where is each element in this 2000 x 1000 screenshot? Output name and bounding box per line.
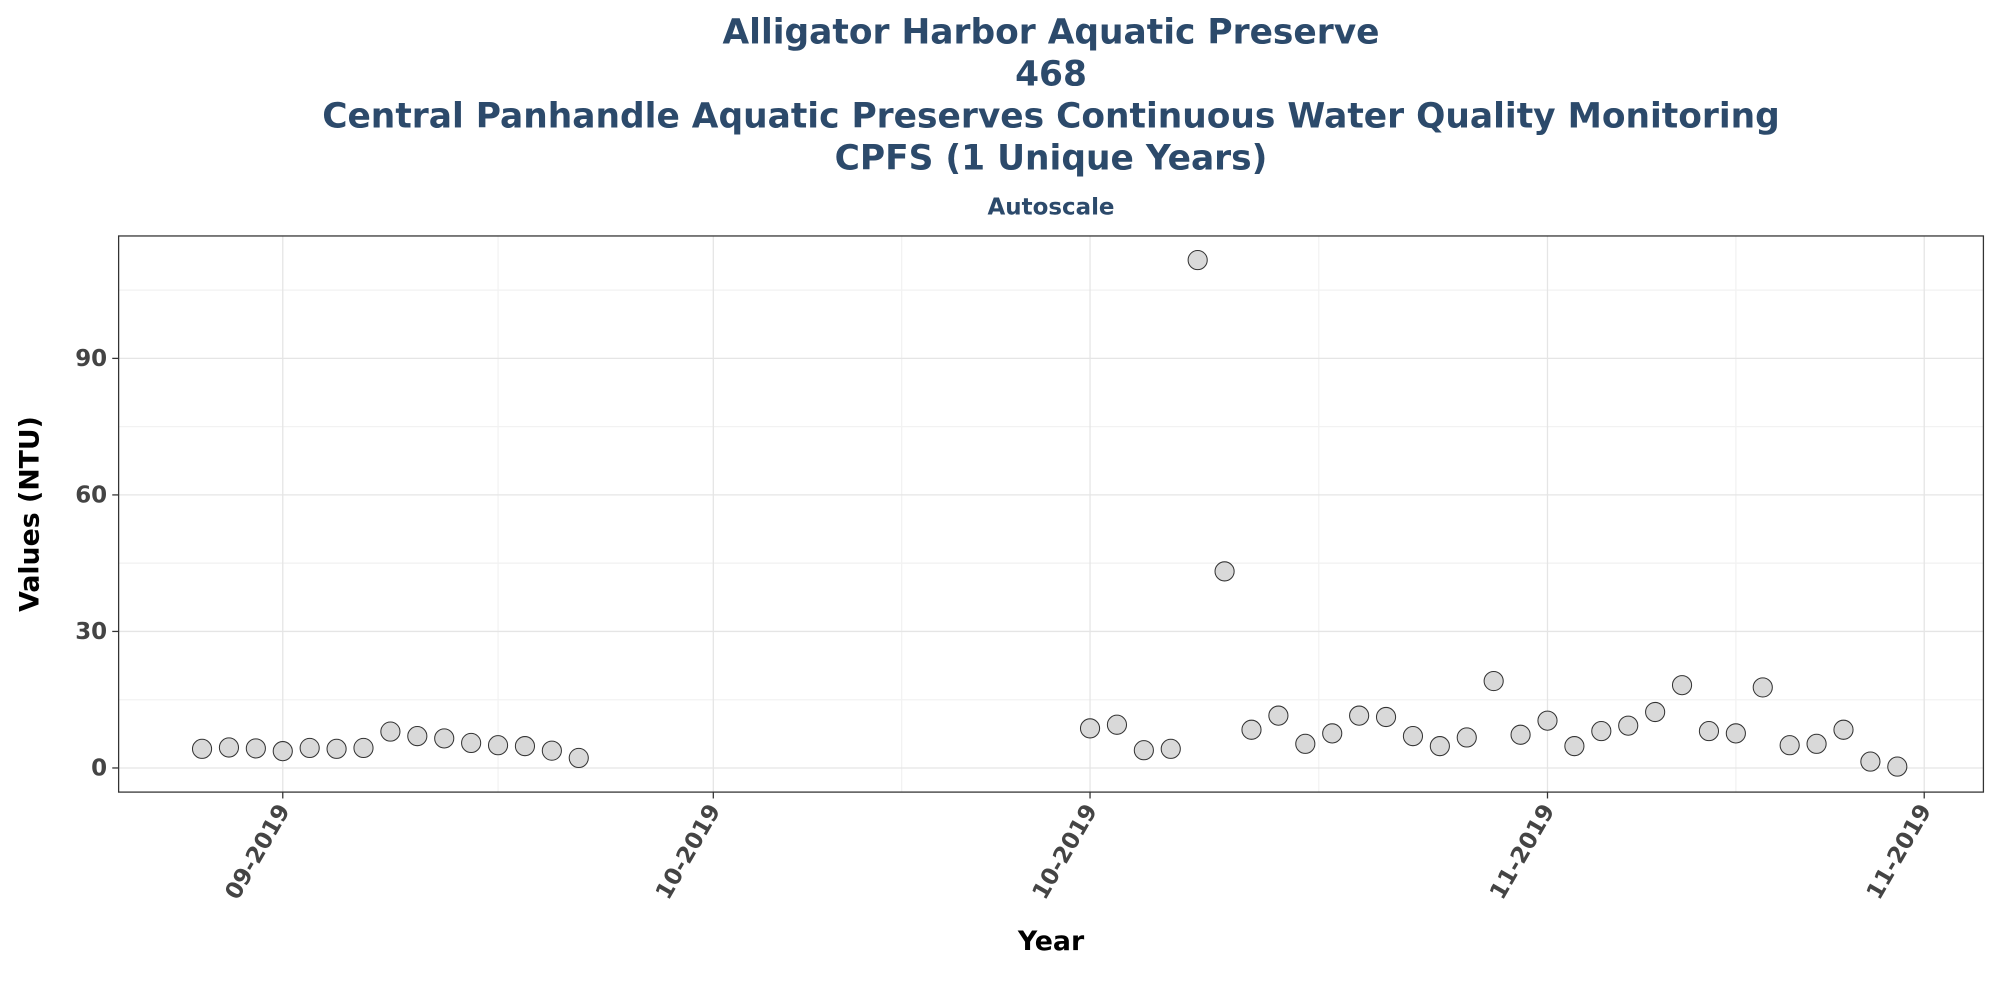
data-point: [1402, 726, 1424, 747]
data-point: [1214, 561, 1235, 582]
data-point: [1779, 735, 1800, 756]
data-point: [245, 738, 266, 759]
data-point: [1295, 733, 1316, 754]
x-axis-title: Year: [1017, 926, 1085, 957]
data-point: [1268, 705, 1289, 726]
data-point: [1752, 677, 1773, 698]
chart-title: 468: [1015, 54, 1087, 94]
data-point: [434, 728, 455, 749]
data-point: [1698, 721, 1720, 742]
data-point: [514, 736, 536, 757]
data-point: [1133, 740, 1154, 761]
y-tick-label: 90: [75, 346, 107, 372]
data-point: [407, 726, 428, 747]
data-point: [1375, 706, 1397, 728]
data-point: [272, 741, 293, 762]
y-tick-label: 30: [75, 619, 107, 645]
data-point: [568, 747, 589, 769]
data-point: [1349, 705, 1370, 726]
y-tick-label: 0: [91, 756, 107, 782]
y-axis-title: Values (NTU): [14, 416, 45, 612]
data-point: [326, 738, 347, 759]
plot-border: [117, 235, 1985, 793]
data-point: [1429, 736, 1450, 757]
data-point: [1806, 733, 1827, 754]
chart-title: Central Panhandle Aquatic Preserves Cont…: [322, 97, 1780, 137]
data-point: [1671, 675, 1693, 696]
data-point: [1241, 719, 1262, 740]
data-point: [541, 740, 562, 761]
data-point: [1860, 751, 1881, 772]
data-point: [1322, 723, 1343, 744]
data-point: [218, 737, 240, 758]
chart-title: CPFS (1 Unique Years): [835, 139, 1268, 179]
data-point: [1537, 710, 1558, 731]
data-point: [1887, 756, 1908, 777]
data-point: [1187, 250, 1208, 271]
data-point: [1510, 724, 1531, 745]
data-point: [191, 738, 213, 759]
data-point: [1079, 718, 1101, 739]
data-point: [1483, 670, 1504, 692]
data-point: [1564, 736, 1585, 757]
data-point: [380, 721, 401, 742]
data-point: [1618, 715, 1639, 736]
chart-title: Alligator Harbor Aquatic Preserve: [723, 12, 1380, 52]
chart-subtitle: Autoscale: [988, 194, 1115, 220]
data-point: [1456, 727, 1477, 748]
data-point: [1725, 723, 1746, 744]
data-point: [487, 735, 509, 756]
data-point: [1645, 701, 1666, 723]
data-point: [299, 737, 320, 759]
data-point: [1833, 719, 1854, 740]
data-point: [461, 732, 482, 754]
data-point: [1160, 738, 1181, 759]
data-point: [1591, 721, 1612, 742]
data-point: [353, 737, 374, 759]
data-point: [1106, 714, 1128, 735]
y-tick-label: 60: [75, 483, 107, 509]
